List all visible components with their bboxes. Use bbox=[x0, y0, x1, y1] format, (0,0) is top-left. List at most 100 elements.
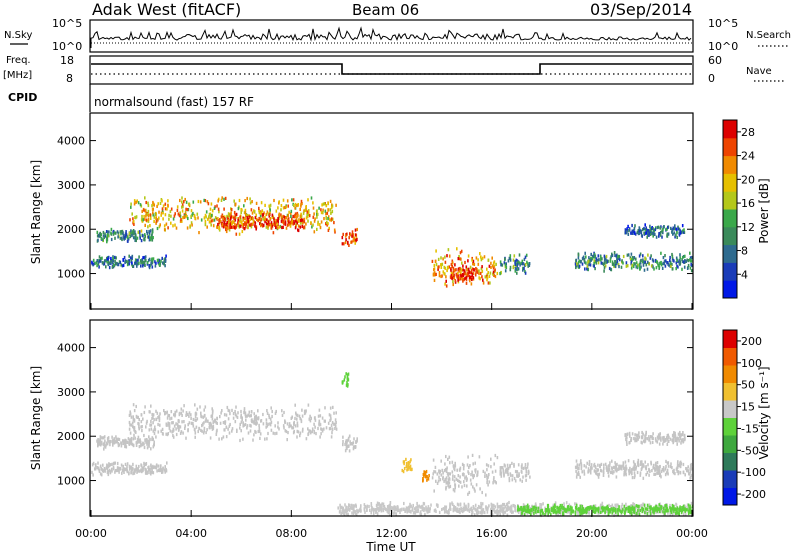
echo-cell bbox=[646, 228, 648, 232]
colorbar-segment bbox=[723, 155, 737, 174]
echo-cell bbox=[289, 224, 292, 228]
echo-cell bbox=[646, 267, 649, 271]
echo-cell bbox=[233, 225, 236, 230]
echo-cell bbox=[411, 508, 414, 512]
echo-cell bbox=[172, 217, 175, 221]
echo-cell bbox=[690, 501, 693, 505]
echo-cell bbox=[593, 504, 595, 508]
echo-cell bbox=[603, 466, 605, 470]
echo-cell bbox=[557, 512, 560, 516]
echo-cell bbox=[264, 437, 266, 441]
echo-cell bbox=[281, 409, 283, 413]
echo-cell bbox=[255, 419, 257, 424]
echo-cell bbox=[128, 427, 131, 431]
echo-cell bbox=[650, 511, 653, 515]
echo-cell bbox=[142, 218, 144, 222]
echo-cell bbox=[426, 510, 429, 514]
echo-cell bbox=[659, 432, 661, 436]
echo-cell bbox=[112, 462, 115, 466]
echo-cell bbox=[648, 473, 650, 477]
echo-cell bbox=[490, 457, 492, 461]
echo-cell bbox=[622, 254, 625, 259]
echo-cell bbox=[606, 468, 608, 472]
echo-cell bbox=[644, 439, 647, 443]
echo-cell bbox=[149, 236, 151, 240]
echo-cell bbox=[640, 229, 643, 233]
echo-cell bbox=[376, 512, 379, 516]
echo-cell bbox=[636, 511, 638, 515]
echo-cell bbox=[247, 220, 249, 224]
echo-cell bbox=[634, 474, 636, 478]
echo-cell bbox=[648, 435, 650, 439]
echo-cell bbox=[264, 220, 266, 224]
echo-cell bbox=[600, 462, 603, 466]
echo-cell bbox=[575, 459, 578, 463]
echo-cell bbox=[126, 470, 129, 474]
echo-cell bbox=[211, 407, 213, 411]
echo-cell bbox=[468, 275, 471, 279]
power-y-label: Slant Range [km] bbox=[29, 160, 43, 264]
echo-cell bbox=[347, 506, 349, 510]
echo-cell bbox=[235, 223, 238, 227]
echo-cell bbox=[451, 276, 453, 281]
echo-cell bbox=[136, 438, 139, 442]
echo-cell bbox=[587, 267, 589, 271]
echo-cell bbox=[469, 279, 471, 283]
echo-cell bbox=[468, 270, 470, 274]
echo-cell bbox=[575, 475, 578, 479]
echo-cell bbox=[657, 510, 660, 514]
echo-cell bbox=[675, 267, 677, 271]
echo-cell bbox=[235, 232, 238, 236]
echo-cell bbox=[347, 512, 349, 516]
echo-cell bbox=[182, 431, 184, 435]
echo-cell bbox=[267, 226, 269, 230]
echo-cell bbox=[119, 467, 121, 471]
echo-cell bbox=[357, 510, 359, 514]
echo-cell bbox=[265, 225, 268, 229]
y-tick-label: 4000 bbox=[57, 135, 85, 148]
echo-cell bbox=[515, 509, 517, 513]
echo-cell bbox=[458, 276, 461, 280]
echo-cell bbox=[128, 231, 131, 235]
echo-cell bbox=[345, 506, 347, 510]
echo-cell bbox=[246, 414, 248, 418]
echo-cell bbox=[593, 261, 595, 266]
echo-cell bbox=[682, 440, 684, 444]
echo-cell bbox=[471, 275, 473, 279]
echo-cell bbox=[653, 267, 655, 271]
echo-cell bbox=[447, 484, 449, 488]
echo-cell bbox=[660, 504, 662, 509]
echo-cell bbox=[479, 277, 481, 281]
echo-cell bbox=[204, 419, 207, 423]
echo-cell bbox=[345, 372, 347, 376]
echo-cell bbox=[674, 472, 676, 476]
echo-cell bbox=[351, 442, 354, 446]
echo-cell bbox=[124, 232, 127, 236]
colorbar-segment bbox=[723, 262, 737, 281]
echo-cell bbox=[625, 436, 627, 440]
echo-cell bbox=[654, 258, 657, 263]
echo-cell bbox=[486, 480, 488, 485]
echo-cell bbox=[316, 212, 319, 216]
echo-cell bbox=[470, 473, 472, 477]
echo-cell bbox=[290, 212, 292, 216]
echo-cell bbox=[689, 251, 691, 255]
echo-cell bbox=[259, 436, 261, 440]
echo-cell bbox=[140, 264, 142, 268]
echo-cell bbox=[264, 215, 266, 219]
echo-cell bbox=[175, 409, 178, 413]
echo-cell bbox=[632, 508, 635, 512]
echo-cell bbox=[523, 508, 525, 512]
echo-cell bbox=[249, 215, 251, 219]
echo-cell bbox=[611, 467, 613, 471]
echo-cell bbox=[348, 236, 350, 240]
echo-cell bbox=[136, 440, 139, 444]
echo-cell bbox=[232, 220, 234, 224]
echo-cell bbox=[125, 260, 128, 264]
echo-cell bbox=[134, 260, 137, 264]
echo-cell bbox=[292, 214, 294, 219]
echo-cell bbox=[140, 420, 143, 424]
echo-cell bbox=[432, 272, 435, 276]
echo-cell bbox=[266, 424, 269, 428]
echo-cell bbox=[627, 507, 629, 511]
